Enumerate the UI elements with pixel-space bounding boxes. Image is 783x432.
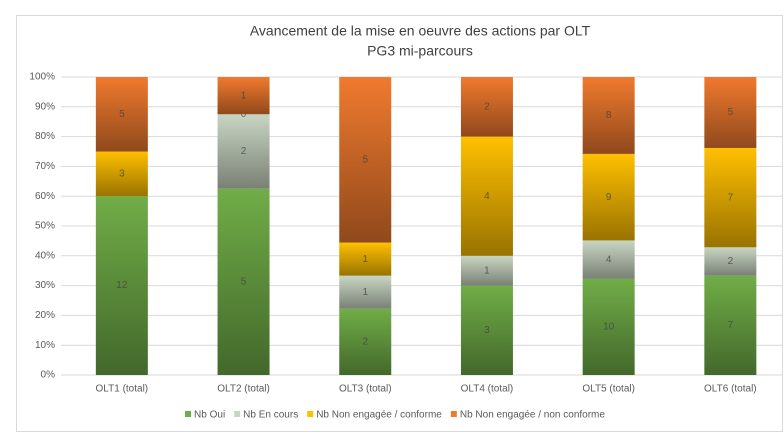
bar-segment — [582, 240, 635, 279]
x-tick-label: OLT4 (total) — [461, 384, 514, 395]
data-label: 5 — [119, 109, 125, 120]
data-label: 1 — [362, 287, 368, 298]
y-tick-label: 40% — [35, 250, 55, 261]
bar-segment — [460, 136, 513, 256]
y-tick-label: 100% — [29, 72, 55, 83]
bar-segment — [339, 242, 392, 276]
legend-swatch — [234, 411, 241, 417]
data-label: 4 — [606, 254, 612, 265]
y-tick-label: 0% — [41, 370, 56, 381]
legend-label: Nb Oui — [194, 410, 225, 421]
bar-segment — [217, 114, 270, 189]
chart-subtitle: PG3 mi-parcours — [367, 43, 473, 59]
bar-segment — [460, 255, 513, 286]
legend-label: Nb Non engagée / conforme — [316, 410, 442, 421]
bar-segment — [339, 77, 392, 243]
x-tick-label: OLT2 (total) — [217, 384, 270, 395]
data-label: 2 — [241, 146, 247, 157]
data-label: 1 — [484, 265, 490, 276]
y-tick-label: 90% — [35, 101, 55, 112]
chart-title: Avancement de la mise en oeuvre des acti… — [250, 23, 591, 39]
bar-segment — [460, 77, 513, 137]
data-label: 10 — [603, 322, 615, 333]
bar-segment — [704, 77, 757, 148]
bar-segment — [704, 275, 757, 375]
x-tick-label: OLT6 (total) — [704, 384, 757, 395]
bar-segment — [704, 247, 757, 276]
x-tick-label: OLT1 (total) — [96, 384, 149, 395]
bar-segment — [95, 151, 148, 197]
y-tick-label: 60% — [35, 191, 55, 202]
data-label: 5 — [728, 107, 734, 118]
y-tick-label: 50% — [35, 221, 55, 232]
y-tick-label: 70% — [35, 161, 55, 172]
bar-segment — [460, 285, 513, 375]
legend-swatch — [450, 411, 457, 417]
bar-segment — [95, 77, 148, 152]
y-tick-label: 80% — [35, 131, 55, 142]
data-label: 2 — [362, 337, 368, 348]
bar-segment — [339, 275, 392, 309]
data-label: 4 — [484, 191, 490, 202]
data-label: 9 — [606, 192, 612, 203]
bar-segment — [217, 188, 270, 375]
bar-segment — [95, 196, 148, 375]
data-label: 2 — [484, 101, 490, 112]
data-label: 7 — [728, 320, 734, 331]
data-label: 5 — [362, 154, 368, 165]
x-tick-label: OLT5 (total) — [582, 384, 635, 395]
legend-swatch — [307, 411, 314, 417]
data-label: 1 — [241, 90, 247, 101]
bar-segment — [339, 308, 392, 375]
data-label: 12 — [116, 280, 128, 291]
y-tick-label: 30% — [35, 280, 55, 291]
y-tick-label: 20% — [35, 310, 55, 321]
bar-segment — [582, 278, 635, 375]
data-label: 3 — [484, 325, 490, 336]
legend-label: Nb En cours — [243, 410, 298, 421]
x-tick-label: OLT3 (total) — [339, 384, 392, 395]
data-label: 0 — [241, 109, 247, 120]
data-label: 3 — [119, 168, 125, 179]
data-label: 1 — [362, 254, 368, 265]
data-label: 7 — [728, 192, 734, 203]
data-label: 8 — [606, 110, 612, 121]
y-tick-label: 10% — [35, 340, 55, 351]
data-label: 5 — [241, 277, 247, 288]
bar-segment — [582, 153, 635, 241]
legend-swatch — [185, 411, 192, 417]
legend-label: Nb Non engagée / non conforme — [460, 410, 606, 421]
bar-segment — [704, 147, 757, 248]
bar-segment — [582, 77, 635, 154]
bar-segment — [217, 77, 270, 115]
data-label: 2 — [728, 256, 734, 267]
